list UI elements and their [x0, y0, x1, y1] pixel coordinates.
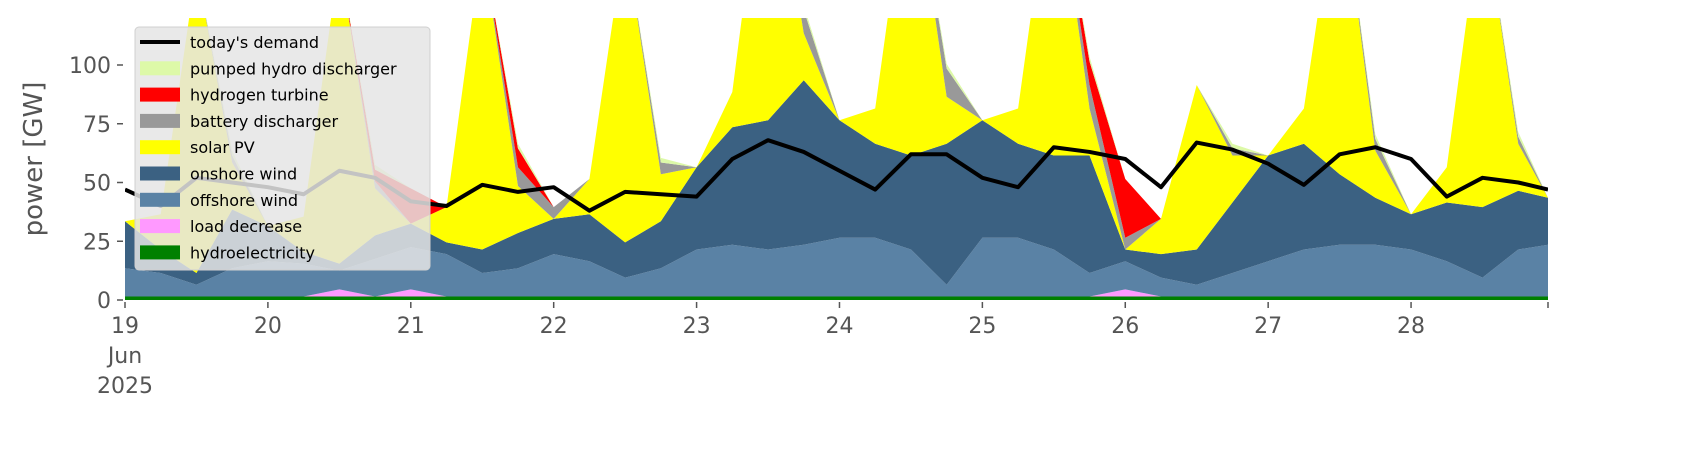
legend-label: today's demand: [190, 33, 319, 52]
y-axis-label: power [GW]: [19, 82, 49, 237]
legend-swatch: [140, 245, 180, 260]
y-tick-label: 0: [97, 289, 111, 314]
x-tick-label: 27: [1254, 314, 1282, 339]
x-tick-label: 22: [540, 314, 568, 339]
legend-swatch: [140, 192, 180, 207]
legend-swatch: [140, 87, 180, 102]
x-tick-label: 19 Jun 2025: [97, 314, 153, 399]
x-tick-label: 23: [683, 314, 711, 339]
legend-swatch: [140, 166, 180, 181]
legend-label: offshore wind: [190, 191, 298, 210]
x-tick-label: 26: [1111, 314, 1139, 339]
legend-label: solar PV: [190, 138, 255, 157]
legend-swatch: [140, 219, 180, 234]
x-tick-label: 20: [254, 314, 282, 339]
y-tick-label: 25: [83, 230, 111, 255]
x-tick-label: 24: [825, 314, 853, 339]
area: [125, 80, 1548, 285]
y-tick-label: 50: [83, 172, 111, 197]
area: [125, 237, 1548, 297]
legend-swatch: [140, 61, 180, 76]
legend-label: battery discharger: [190, 112, 338, 131]
legend-label: onshore wind: [190, 165, 297, 184]
legend-swatch: [140, 140, 180, 155]
legend-label: hydroelectricity: [190, 243, 315, 262]
axes: 0 25 50 75 100 19 Jun 2025 20 21 22 23 24 25 26 27 28: [69, 54, 1549, 399]
area: [125, 296, 1548, 300]
legend-box: [134, 26, 431, 271]
y-tick-label: 75: [83, 113, 111, 138]
legend-swatch: [140, 113, 180, 128]
x-tick-label: 25: [968, 314, 996, 339]
area: [125, 18, 1548, 273]
legend-label: load decrease: [190, 217, 302, 236]
area: [125, 289, 1548, 297]
legend: today's demand pumped hydro discharger hyd…: [134, 26, 431, 271]
x-tick-label: 28: [1397, 314, 1425, 339]
x-tick-label: 21: [397, 314, 425, 339]
legend-label: pumped hydro discharger: [190, 59, 397, 78]
legend-label: hydrogen turbine: [190, 86, 329, 105]
y-tick-label: 100: [69, 54, 111, 79]
